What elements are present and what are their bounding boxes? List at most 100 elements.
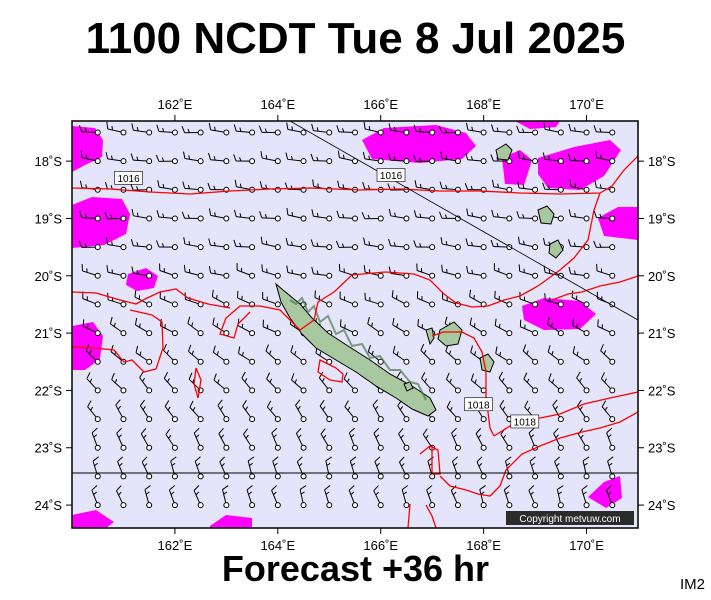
wind-barb <box>130 153 153 165</box>
isle-of-pines <box>403 381 414 392</box>
wind-barb <box>115 399 127 423</box>
wind-barb <box>183 237 204 251</box>
wind-barb <box>503 485 513 509</box>
wind-barb <box>236 263 256 279</box>
isobar-1017 <box>193 367 202 399</box>
wind-barb <box>387 153 410 165</box>
lifou-island <box>437 321 463 347</box>
strong-wind-area <box>72 197 130 248</box>
wind-barb <box>115 485 127 509</box>
strong-wind-areas <box>72 121 638 528</box>
wind-barb <box>168 485 178 509</box>
wind-barb <box>469 317 487 337</box>
wind-barb <box>363 265 384 279</box>
lat-label-right: 20˚S <box>648 269 676 284</box>
wind-barb <box>552 399 564 423</box>
wind-barb <box>291 373 307 394</box>
lon-label-top: 170˚E <box>569 97 604 112</box>
lat-label-right: 18˚S <box>648 154 676 169</box>
wind-barb <box>295 399 307 423</box>
wind-barb <box>392 345 410 365</box>
wind-barb <box>134 317 153 337</box>
wind-barb <box>163 343 178 365</box>
wind-barb <box>568 209 590 222</box>
wind-barb <box>391 290 410 308</box>
wind-barb <box>189 400 204 423</box>
wind-barb <box>141 456 153 480</box>
isobar-labels: 1016 1016 1018 1018 <box>114 168 540 428</box>
map-title: 1100 NCDT Tue 8 Jul 2025 <box>85 14 626 63</box>
wind-barb <box>139 371 153 394</box>
wind-barb <box>516 181 539 193</box>
wind-barb <box>130 238 153 251</box>
wind-barb <box>451 427 461 451</box>
wind-barb <box>600 344 616 365</box>
isobar-label: 1016 <box>376 168 406 182</box>
isobar-1018 <box>439 411 638 497</box>
wind-barb <box>420 343 436 365</box>
wind-barb <box>567 153 590 165</box>
wind-barb <box>374 456 384 480</box>
wind-barb <box>271 485 281 509</box>
wind-barb <box>582 456 590 480</box>
strong-wind-area <box>210 515 252 528</box>
wind-barb <box>219 456 230 480</box>
wind-barb <box>81 263 101 279</box>
wind-barb <box>233 124 256 136</box>
wind-barb <box>140 428 153 451</box>
wind-barb <box>237 346 256 365</box>
lat-label-left: 23˚S <box>35 441 63 456</box>
wind-barb <box>165 428 178 451</box>
wind-barb <box>233 239 256 251</box>
wind-barb <box>272 456 281 480</box>
wind-barb <box>498 371 513 394</box>
wind-barb <box>335 240 358 251</box>
wind-barb <box>80 150 101 165</box>
lat-label-right: 22˚S <box>648 383 676 398</box>
wind-barb <box>314 290 333 308</box>
wind-barb <box>104 212 127 222</box>
wind-barb <box>349 456 358 480</box>
wind-barb <box>363 237 384 251</box>
wind-barb <box>413 240 436 251</box>
wind-barb <box>139 399 153 423</box>
lat-label-left: 24˚S <box>35 498 63 513</box>
wind-barb <box>606 427 616 451</box>
wind-barb <box>324 485 333 509</box>
wind-barb <box>593 240 616 251</box>
wind-barb <box>398 428 410 451</box>
wind-barb <box>601 400 616 423</box>
wind-barb <box>170 456 178 480</box>
ouvea-island <box>425 327 435 346</box>
strong-wind-area <box>522 298 596 330</box>
isobars <box>72 155 638 528</box>
wind-barb <box>260 151 281 165</box>
wind-barb <box>182 181 204 193</box>
lon-label-bottom: 166˚E <box>363 538 398 553</box>
wind-barb <box>242 400 256 423</box>
wind-barb <box>593 125 616 136</box>
wind-barb <box>446 400 461 423</box>
isobar-1017 <box>317 359 344 383</box>
strong-wind-area <box>538 140 621 190</box>
strong-wind-area <box>72 510 114 528</box>
svg-text:1016: 1016 <box>117 174 140 185</box>
wind-barb <box>78 240 101 251</box>
wind-barb <box>237 318 256 337</box>
lat-label-left: 19˚S <box>35 211 63 226</box>
wind-barb <box>416 291 436 308</box>
copyright-text: Copyright metvuw.com <box>519 514 620 525</box>
wind-barb <box>86 372 101 394</box>
svg-text:1016: 1016 <box>380 171 403 182</box>
wind-barb <box>413 124 436 136</box>
wind-barb <box>445 344 461 365</box>
wind-barb <box>181 211 204 222</box>
wind-barb <box>320 428 333 451</box>
isobar-1019 <box>425 504 437 528</box>
wind-barb <box>607 456 616 480</box>
wind-barb <box>517 236 539 251</box>
lat-label-left: 18˚S <box>35 154 63 169</box>
wind-barb <box>208 122 230 136</box>
wind-barb <box>542 182 564 193</box>
